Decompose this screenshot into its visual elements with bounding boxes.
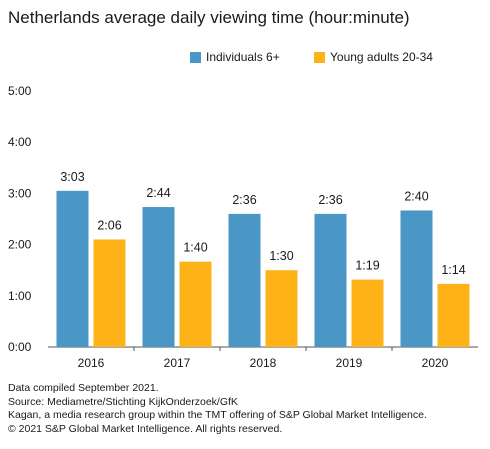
chart-legend: Individuals 6+ Young adults 20-34 <box>0 50 490 68</box>
bar-young-adults <box>265 270 298 347</box>
legend-item-individuals: Individuals 6+ <box>190 50 280 64</box>
bar-young-adults <box>351 279 384 347</box>
footer-line-kagan: Kagan, a media research group within the… <box>8 409 427 421</box>
y-tick-label: 3:00 <box>8 186 32 200</box>
y-tick-label: 2:00 <box>8 238 32 252</box>
bar-young-adults <box>93 239 126 347</box>
legend-label-individuals: Individuals 6+ <box>206 50 280 64</box>
x-tick-label: 2019 <box>336 356 363 370</box>
y-tick-label: 4:00 <box>8 135 32 149</box>
footer-line-source: Source: Mediametre/Stichting KijkOnderzo… <box>8 395 238 408</box>
chart-footer: Data compiled September 2021. Source: Me… <box>8 382 427 436</box>
y-tick-label: 1:00 <box>8 289 32 303</box>
x-tick-label: 2020 <box>422 356 449 370</box>
footer-line-date: Data compiled September 2021. <box>8 382 159 394</box>
y-tick-label: 5:00 <box>8 84 32 98</box>
x-tick-label: 2018 <box>250 356 277 370</box>
x-tick-label: 2017 <box>164 356 191 370</box>
data-label: 3:03 <box>60 170 84 184</box>
legend-item-young-adults: Young adults 20-34 <box>314 50 433 64</box>
bar-young-adults <box>179 261 212 347</box>
data-label: 2:40 <box>404 189 428 203</box>
y-tick-label: 0:00 <box>8 340 32 354</box>
data-label: 1:30 <box>269 249 293 263</box>
bar-young-adults <box>437 283 470 347</box>
data-label: 2:06 <box>97 218 121 232</box>
chart-title: Netherlands average daily viewing time (… <box>8 8 410 27</box>
data-label: 1:14 <box>441 263 465 277</box>
data-label: 1:40 <box>183 241 207 255</box>
legend-swatch-individuals <box>190 51 201 63</box>
data-label: 2:44 <box>146 186 170 200</box>
bar-individuals <box>228 213 261 347</box>
bar-chart: 0:00 1:00 2:00 3:00 4:00 5:00 3:03 2:06 2016 2:44… <box>8 84 478 370</box>
bar-individuals <box>400 210 433 347</box>
legend-label-young-adults: Young adults 20-34 <box>330 50 433 64</box>
bar-individuals <box>56 190 89 347</box>
bar-individuals <box>314 213 347 347</box>
footer-line-copyright: © 2021 S&P Global Market Intelligence. A… <box>8 422 283 435</box>
data-label: 2:36 <box>318 193 342 207</box>
x-tick-label: 2016 <box>78 356 105 370</box>
data-label: 1:19 <box>355 259 379 273</box>
bar-individuals <box>142 207 175 347</box>
data-label: 2:36 <box>232 193 256 207</box>
legend-swatch-young-adults <box>314 51 325 63</box>
